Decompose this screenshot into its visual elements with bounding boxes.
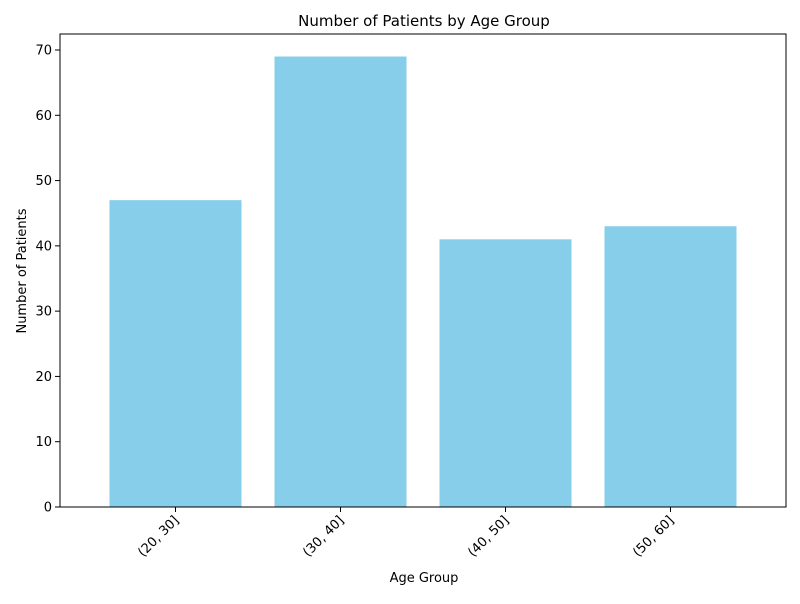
y-tick-label: 40 — [35, 239, 52, 254]
plot-frame — [59, 33, 787, 508]
y-axis-ticks: 0 10 20 30 40 50 60 70 — [35, 43, 60, 516]
bar-2 — [439, 239, 572, 507]
bar-3 — [604, 226, 737, 507]
x-axis-label: Age Group — [390, 571, 459, 586]
y-tick-label: 20 — [35, 370, 52, 385]
y-tick-label: 30 — [35, 305, 52, 320]
y-tick-label: 50 — [35, 174, 52, 189]
y-tick-label: 70 — [35, 43, 52, 58]
bar-1 — [274, 56, 407, 508]
y-tick-label: 10 — [35, 435, 52, 450]
y-axis-label: Number of Patients — [15, 208, 30, 333]
y-tick-label: 0 — [44, 501, 52, 516]
bar-0 — [109, 200, 242, 507]
bars-group — [109, 56, 737, 508]
chart-title: Number of Patients by Age Group — [298, 12, 550, 30]
y-tick-label: 60 — [35, 109, 52, 124]
